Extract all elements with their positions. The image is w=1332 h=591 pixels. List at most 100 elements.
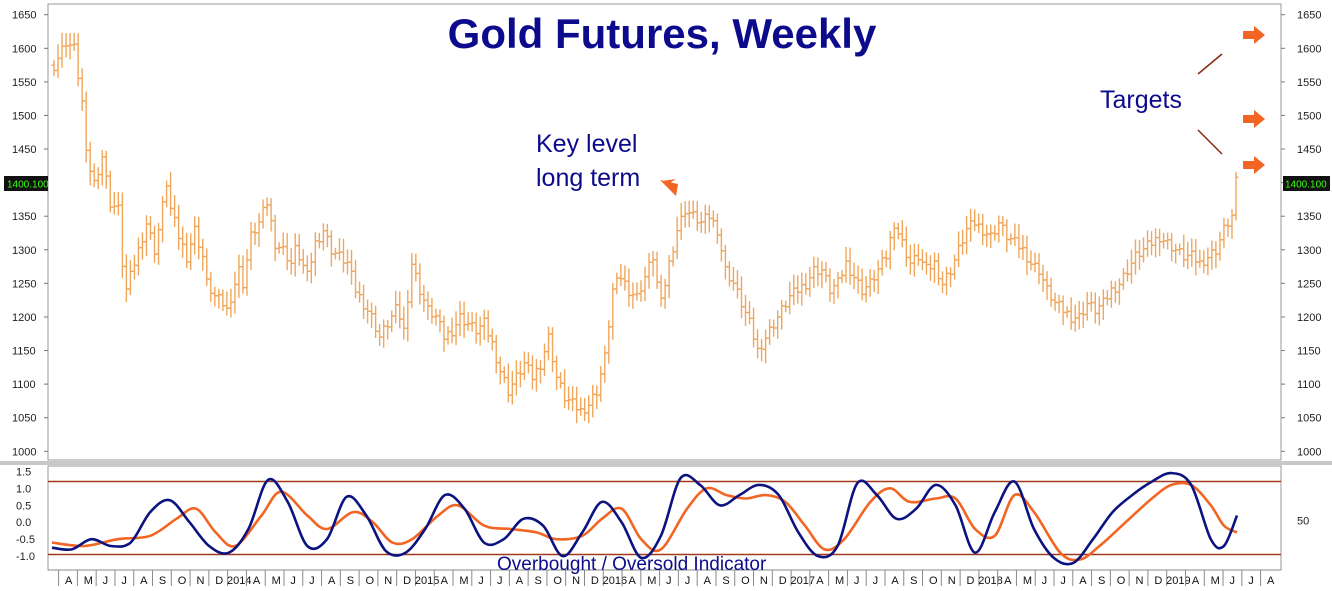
month-label: J bbox=[1042, 575, 1048, 587]
target-arrow-icon bbox=[1243, 26, 1265, 44]
month-label: N bbox=[760, 575, 768, 587]
month-label: A bbox=[140, 575, 148, 587]
current-price-tag-right: 1400.100 bbox=[1283, 176, 1330, 191]
month-label: J bbox=[854, 575, 860, 587]
current-price-left: 1400.100 bbox=[7, 180, 49, 191]
month-label: A bbox=[441, 575, 449, 587]
month-label: 2017 bbox=[790, 575, 814, 587]
month-label: O bbox=[553, 575, 562, 587]
month-label: A bbox=[516, 575, 524, 587]
indicator-tick-label: -0.5 bbox=[16, 534, 35, 546]
month-label: 2016 bbox=[603, 575, 627, 587]
month-label: A bbox=[891, 575, 899, 587]
month-label: D bbox=[591, 575, 599, 587]
annotation-targets: Targets bbox=[1100, 86, 1182, 114]
month-label: S bbox=[910, 575, 917, 587]
indicator-main-line bbox=[51, 471, 1239, 566]
y-tick-label-right: 1550 bbox=[1297, 77, 1321, 89]
key-level-arrow-icon bbox=[660, 179, 678, 196]
month-label: J bbox=[873, 575, 879, 587]
y-tick-label-left: 1050 bbox=[12, 413, 36, 425]
y-tick-label-left: 1450 bbox=[12, 144, 36, 156]
annotation-long-term: long term bbox=[536, 164, 640, 192]
indicator-label: Overbought / Oversold Indicator bbox=[497, 554, 767, 575]
annotation-key-level: Key level bbox=[536, 130, 637, 158]
month-label: A bbox=[1079, 575, 1087, 587]
y-tick-label-left: 1600 bbox=[12, 43, 36, 55]
indicator-right-tick-label: 50 bbox=[1297, 516, 1309, 528]
month-label: M bbox=[272, 575, 281, 587]
month-label: S bbox=[1098, 575, 1105, 587]
price-panel-frame bbox=[47, 3, 1282, 461]
month-label: N bbox=[572, 575, 580, 587]
indicator-tick-label: 0.5 bbox=[16, 500, 31, 512]
y-tick-label-right: 1100 bbox=[1297, 379, 1321, 391]
month-label: J bbox=[666, 575, 672, 587]
month-label: N bbox=[384, 575, 392, 587]
month-label: D bbox=[779, 575, 787, 587]
month-label: M bbox=[84, 575, 93, 587]
month-label: S bbox=[159, 575, 166, 587]
month-label: J bbox=[290, 575, 296, 587]
y-tick-label-left: 1300 bbox=[12, 245, 36, 257]
y-tick-label-left: 1250 bbox=[12, 278, 36, 290]
month-label: J bbox=[121, 575, 127, 587]
y-tick-label-left: 1500 bbox=[12, 110, 36, 122]
month-label: 2015 bbox=[415, 575, 439, 587]
price-bar bbox=[1233, 171, 1239, 221]
y-tick-label-left: 1200 bbox=[12, 312, 36, 324]
y-tick-label-left: 1550 bbox=[12, 77, 36, 89]
month-axis: A M J J A S O N D 2014 A M J J A S O N D 2015 A M J J A S O N D 2016 A… bbox=[48, 569, 1281, 587]
month-label: M bbox=[459, 575, 468, 587]
target-arrow-icon bbox=[1243, 110, 1265, 128]
y-tick-label-right: 1500 bbox=[1297, 110, 1321, 122]
indicator-tick-label: 1.0 bbox=[16, 483, 31, 495]
month-label: D bbox=[967, 575, 975, 587]
month-label: O bbox=[741, 575, 750, 587]
month-label: S bbox=[722, 575, 729, 587]
indicator-tick-label: 0.0 bbox=[16, 517, 31, 529]
month-label: A bbox=[1004, 575, 1012, 587]
month-label: 2019 bbox=[1166, 575, 1190, 587]
month-label: N bbox=[196, 575, 204, 587]
y-tick-label-right: 1600 bbox=[1297, 43, 1321, 55]
current-price-right: 1400.100 bbox=[1285, 180, 1327, 191]
month-label: J bbox=[1229, 575, 1235, 587]
month-label: J bbox=[103, 575, 109, 587]
month-label: D bbox=[1154, 575, 1162, 587]
month-label: J bbox=[1060, 575, 1066, 587]
y-tick-label-left: 1150 bbox=[12, 346, 36, 358]
y-tick-label-right: 1250 bbox=[1297, 278, 1321, 290]
month-label: A bbox=[704, 575, 712, 587]
month-label: A bbox=[628, 575, 636, 587]
y-tick-label-right: 1000 bbox=[1297, 446, 1321, 458]
month-label: A bbox=[1192, 575, 1200, 587]
y-tick-label-right: 1050 bbox=[1297, 413, 1321, 425]
y-tick-label-right: 1650 bbox=[1297, 10, 1321, 22]
y-tick-label-right: 1300 bbox=[1297, 245, 1321, 257]
month-label: M bbox=[1211, 575, 1220, 587]
month-label: A bbox=[816, 575, 824, 587]
month-label: O bbox=[929, 575, 938, 587]
month-label: O bbox=[178, 575, 187, 587]
y-tick-label-right: 1200 bbox=[1297, 312, 1321, 324]
month-label: J bbox=[685, 575, 691, 587]
y-tick-label-left: 1100 bbox=[12, 379, 36, 391]
y-tick-label-left: 1000 bbox=[12, 446, 36, 458]
month-label: S bbox=[535, 575, 542, 587]
month-label: S bbox=[347, 575, 354, 587]
target-pointer-lower bbox=[1197, 129, 1223, 155]
month-label: J bbox=[1248, 575, 1254, 587]
month-label: N bbox=[1136, 575, 1144, 587]
indicator-tick-label: 1.5 bbox=[16, 466, 31, 478]
month-label: D bbox=[215, 575, 223, 587]
current-price-tag-left: 1400.100 bbox=[4, 176, 49, 191]
y-tick-label-right: 1150 bbox=[1297, 346, 1321, 358]
month-label: M bbox=[647, 575, 656, 587]
month-label: A bbox=[65, 575, 73, 587]
month-label: D bbox=[403, 575, 411, 587]
month-label: A bbox=[328, 575, 336, 587]
month-label: N bbox=[948, 575, 956, 587]
